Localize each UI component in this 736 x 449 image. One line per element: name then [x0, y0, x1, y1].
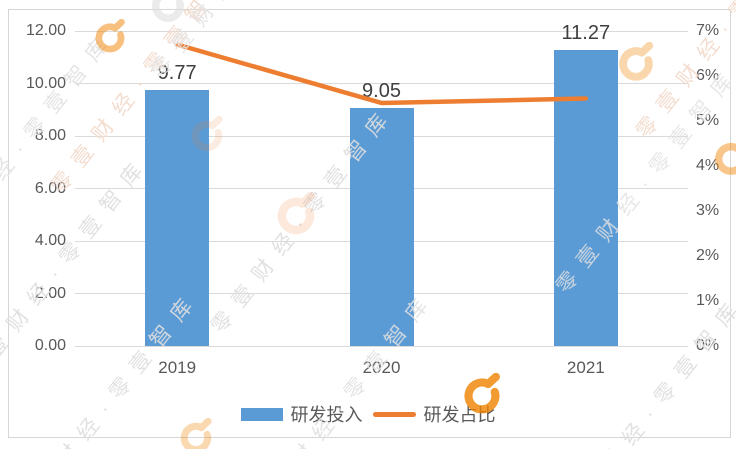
- bar-data-label: 9.77: [157, 61, 197, 84]
- gridline: [75, 345, 688, 347]
- bar-2020: [349, 108, 414, 346]
- gridline: [75, 83, 688, 84]
- y-axis-left-tick-label: 10.00: [25, 74, 66, 92]
- x-axis-category-label: 2019: [158, 358, 197, 377]
- line-series-swatch-icon: [372, 411, 416, 417]
- bar-data-label: 9.05: [362, 80, 401, 103]
- y-axis-left-tick-label: 0.00: [34, 337, 66, 354]
- line-series-path: [174, 42, 589, 106]
- legend-label-bar-series: 研发投入: [290, 405, 363, 425]
- gridline: [75, 30, 688, 32]
- y-axis-right-tick-label: 6%: [696, 67, 720, 84]
- y-axis-right-tick-label: 4%: [696, 157, 720, 174]
- legend-item-bar-series: 研发投入: [240, 401, 363, 427]
- x-axis-category-label: 2021: [566, 358, 605, 377]
- y-axis-left-tick-label: 12.00: [25, 22, 66, 39]
- y-axis-right-tick-label: 3%: [696, 202, 720, 219]
- y-axis-right-tick-label: 2%: [696, 247, 720, 264]
- bar-data-label: 11.27: [561, 22, 611, 45]
- y-axis-left-tick-label: 6.00: [34, 179, 66, 197]
- y-axis-right-tick-label: 0%: [696, 337, 720, 354]
- chart-frame: [8, 9, 731, 438]
- x-axis-category-label: 2020: [362, 358, 401, 377]
- y-axis-left-tick-label: 2.00: [34, 284, 66, 302]
- y-axis-left-tick-label: 4.00: [34, 232, 66, 249]
- y-axis-left-tick-label: 8.00: [34, 127, 66, 144]
- bar-series-swatch-icon: [240, 407, 283, 421]
- y-axis-right-tick-label: 1%: [696, 292, 720, 309]
- legend-label-line-series: 研发占比: [423, 405, 496, 425]
- y-axis-right-tick-label: 7%: [696, 22, 720, 39]
- y-axis-right-tick-label: 5%: [696, 112, 720, 129]
- legend: 研发投入 研发占比: [0, 401, 736, 427]
- legend-item-line-series: 研发占比: [372, 401, 496, 427]
- bar-2019: [145, 89, 210, 346]
